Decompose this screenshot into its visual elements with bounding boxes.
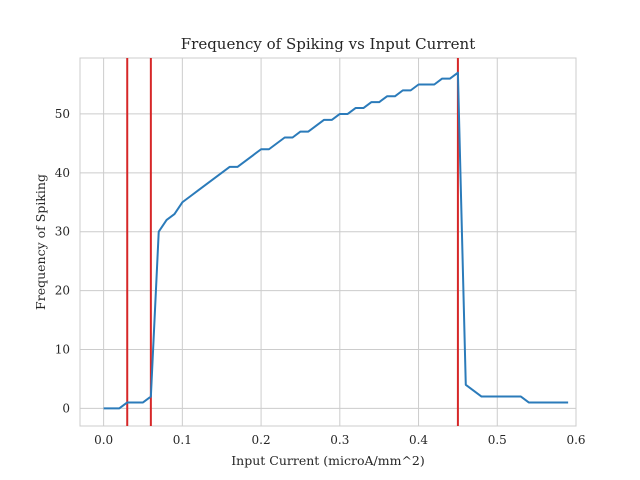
x-tick-label: 0.0 [94,433,113,447]
x-tick-label: 0.1 [173,433,192,447]
x-tick-label: 0.6 [566,433,585,447]
y-tick-labels: 0 10 20 30 40 50 [55,107,70,415]
plot-frame [79,57,577,427]
y-axis-label: Frequency of Spiking [33,174,48,310]
y-tick-label: 20 [55,284,70,298]
y-tick-label: 40 [55,166,70,180]
x-tick-label: 0.4 [409,433,428,447]
x-tick-label: 0.2 [252,433,271,447]
grid-layer [80,58,577,426]
x-tick-label: 0.3 [330,433,349,447]
x-tick-label: 0.5 [488,433,507,447]
y-tick-label: 50 [55,107,70,121]
series-line-frequency [103,71,569,410]
y-tick-label: 10 [55,342,70,356]
x-tick-labels: 0.0 0.1 0.2 0.3 0.4 0.5 0.6 [94,433,585,447]
reference-lines [126,58,459,426]
x-axis-label: Input Current (microA/mm^2) [231,453,425,468]
y-tick-label: 0 [62,401,70,415]
chart-title: Frequency of Spiking vs Input Current [181,35,475,53]
y-tick-label: 30 [55,225,70,239]
